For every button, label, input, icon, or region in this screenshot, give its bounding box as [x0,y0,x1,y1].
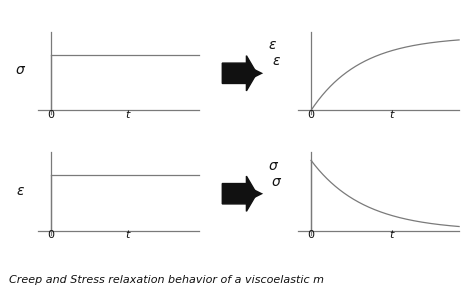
Text: 0: 0 [47,230,55,240]
Text: $\varepsilon$: $\varepsilon$ [16,184,25,198]
Text: 0: 0 [47,110,55,120]
Text: $\sigma$: $\sigma$ [15,63,26,77]
Text: $t$: $t$ [125,108,132,120]
Text: $t$: $t$ [389,108,396,120]
Text: 0: 0 [308,110,315,120]
Text: $\varepsilon$: $\varepsilon$ [268,39,277,52]
Text: Creep and Stress relaxation behavior of a viscoelastic m: Creep and Stress relaxation behavior of … [9,275,325,285]
Text: $\sigma$: $\sigma$ [268,159,279,173]
Text: $t$: $t$ [125,228,132,240]
FancyArrow shape [222,176,257,211]
Text: $\sigma$: $\sigma$ [271,175,283,189]
Text: $\varepsilon$: $\varepsilon$ [272,54,281,68]
Text: $t$: $t$ [389,228,396,240]
Text: 0: 0 [308,230,315,240]
FancyArrow shape [222,56,257,91]
